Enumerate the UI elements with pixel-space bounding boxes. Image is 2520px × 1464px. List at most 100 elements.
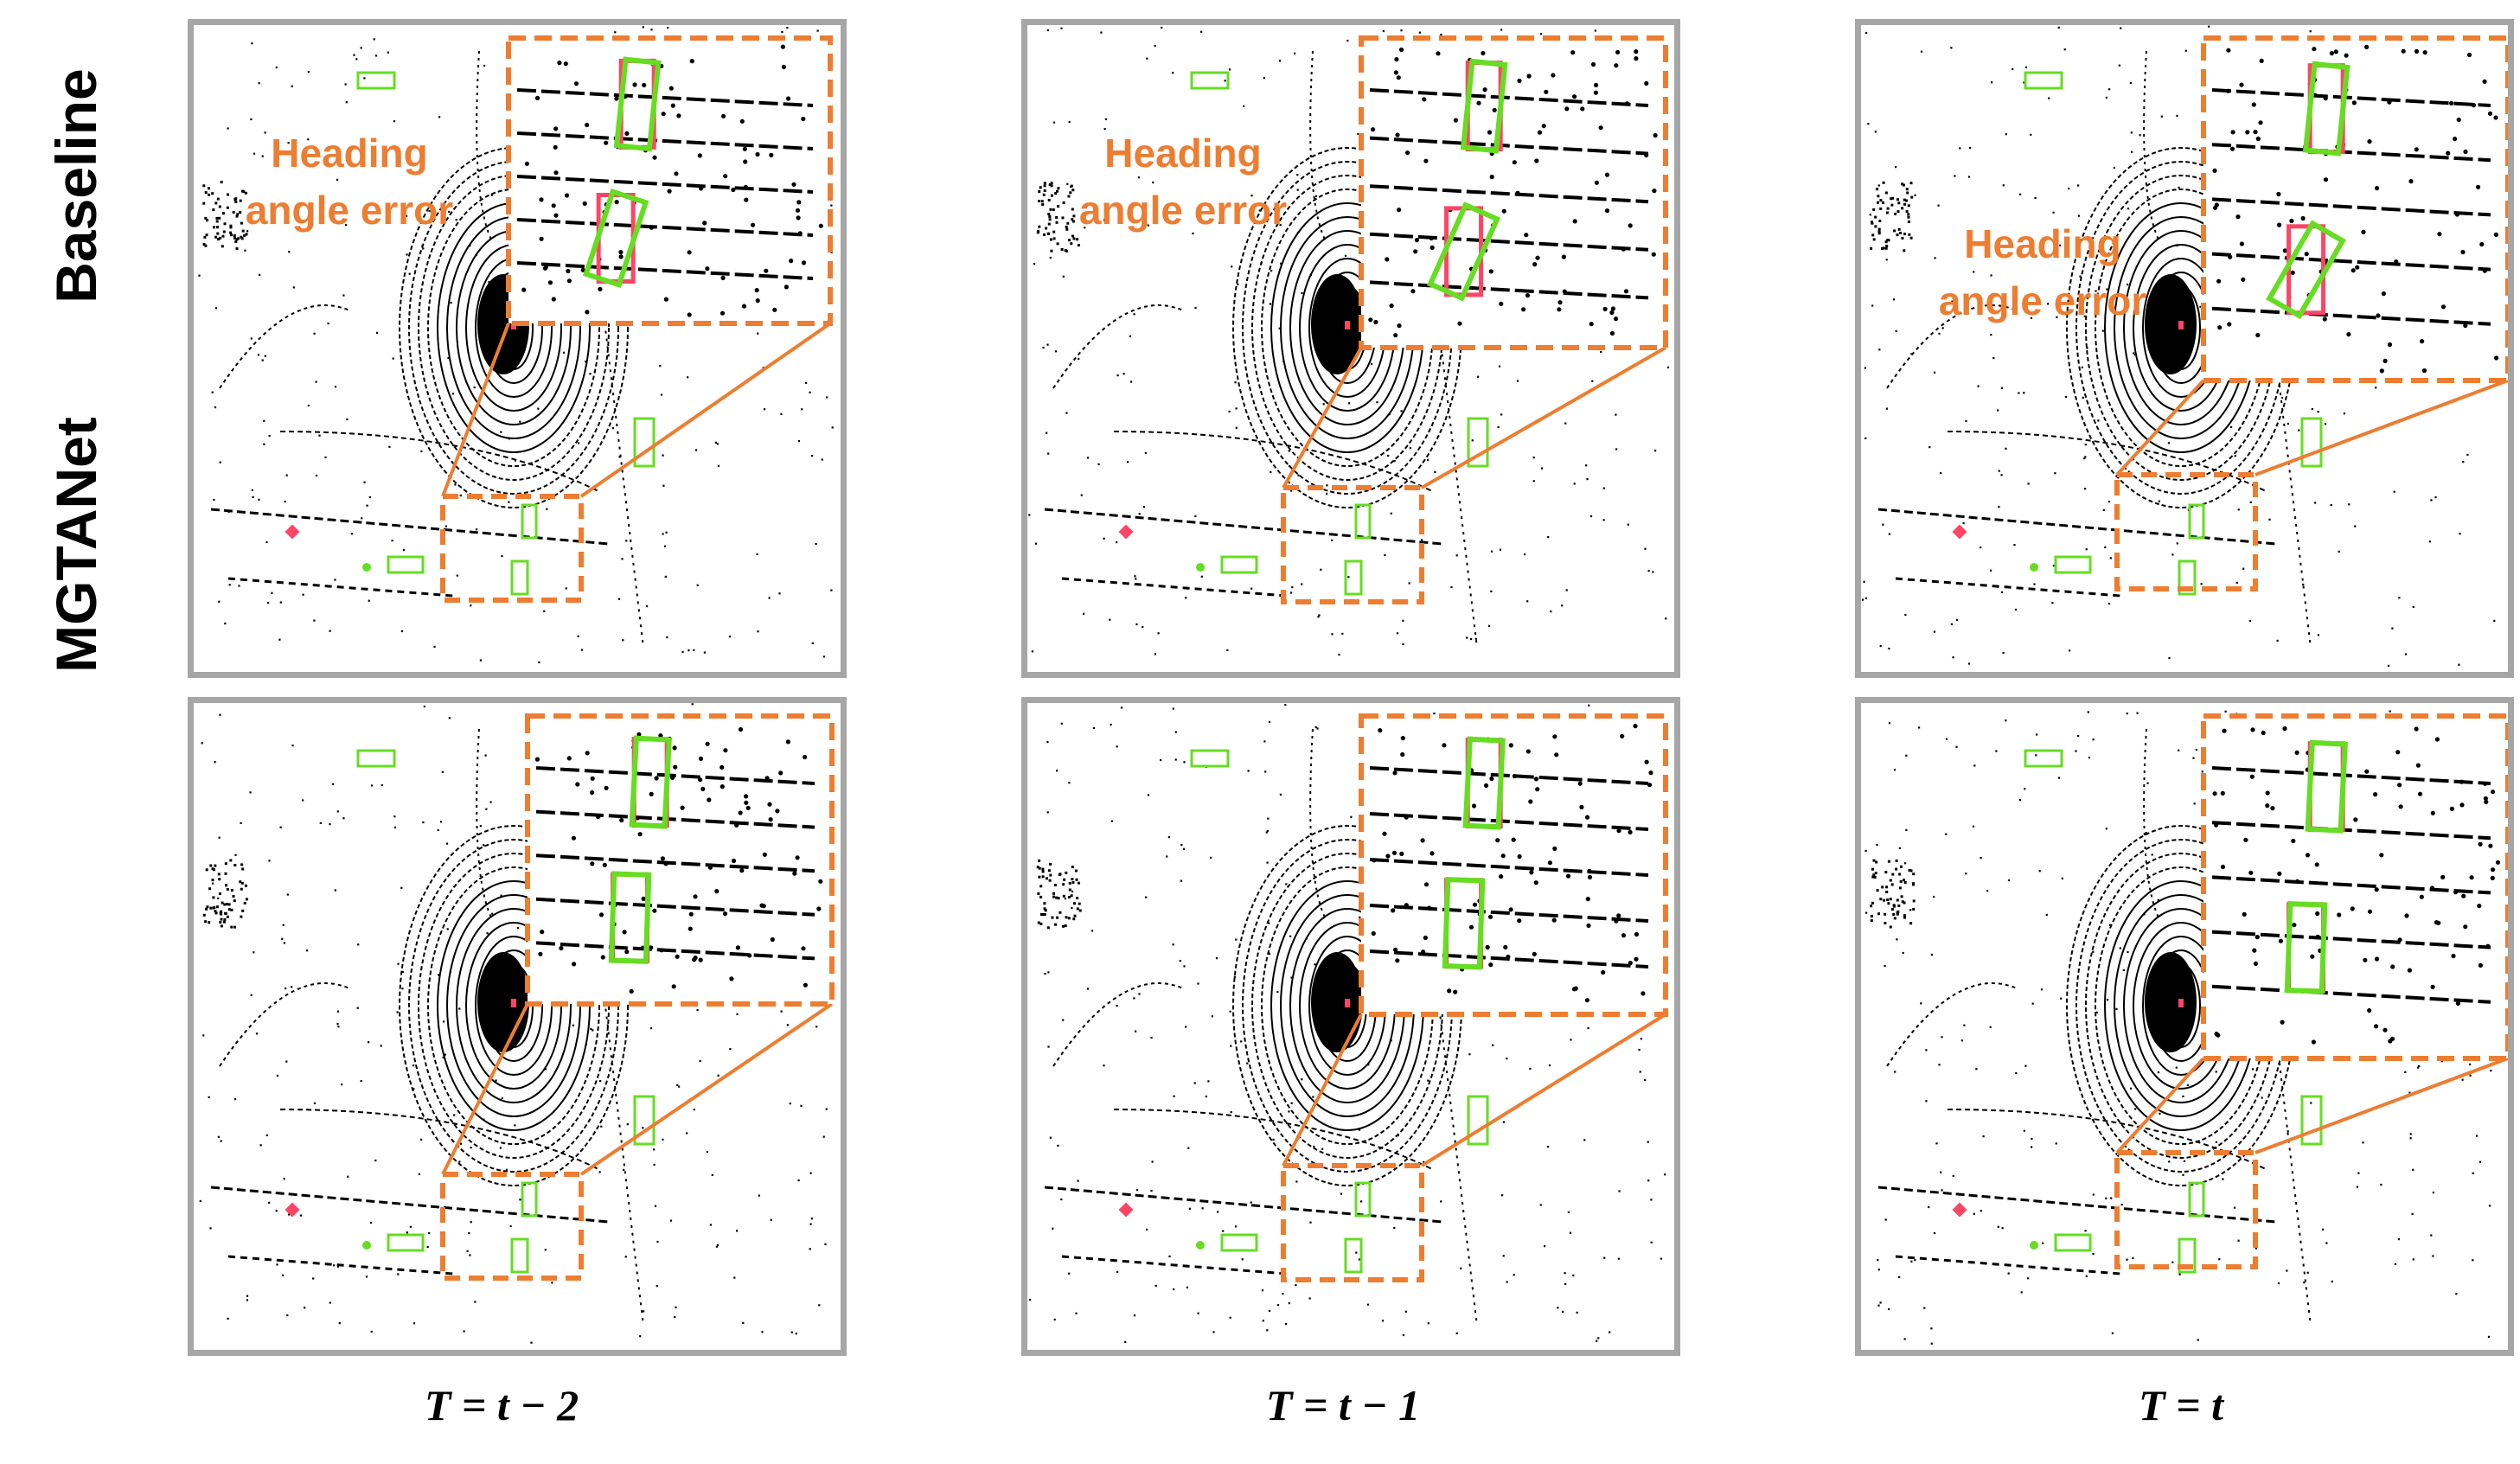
lidar-point — [212, 906, 215, 910]
zoomed-lidar-point — [2280, 1020, 2285, 1025]
lidar-point — [1404, 1310, 1407, 1313]
lidar-point — [2222, 1178, 2224, 1180]
zoomed-lidar-point — [784, 284, 790, 290]
road-edge-line — [1052, 982, 1184, 1067]
lidar-point — [1314, 963, 1316, 966]
lidar-point — [768, 597, 771, 599]
lidar-point — [831, 426, 834, 429]
lidar-point — [1318, 614, 1321, 617]
lidar-point — [224, 872, 227, 875]
lidar-point — [2218, 1258, 2221, 1261]
lidar-point — [2286, 1269, 2288, 1272]
lidar-point — [2063, 48, 2066, 51]
lidar-point — [1905, 188, 1909, 191]
lidar-point — [1897, 905, 1901, 907]
lidar-point — [232, 895, 235, 898]
lidar-point — [276, 1263, 278, 1266]
zoomed-lidar-point — [1533, 777, 1538, 782]
lidar-point — [1912, 899, 1916, 903]
lidar-point — [401, 988, 404, 990]
lidar-point — [302, 593, 304, 596]
zoomed-lidar-point — [803, 982, 809, 988]
zoomed-road-line — [1369, 904, 1649, 923]
lidar-point — [1892, 298, 1896, 301]
zoomed-lidar-point — [637, 832, 643, 837]
lidar-point — [426, 1245, 429, 1249]
lidar-point — [288, 1213, 291, 1216]
lidar-point — [1928, 446, 1931, 449]
zoomed-lidar-point — [2454, 212, 2459, 217]
panel-mgtanet-t-minus-1 — [1021, 697, 1680, 1356]
lidar-point — [1998, 470, 2000, 472]
lidar-point — [1547, 536, 1550, 539]
zoomed-lidar-point — [764, 268, 769, 273]
lidar-point — [2171, 1261, 2174, 1263]
road-edge-line — [1877, 508, 2277, 546]
prediction-box — [1220, 1233, 1258, 1252]
lidar-point — [2487, 1335, 2491, 1338]
lidar-point — [1280, 262, 1282, 265]
lidar-point — [1950, 47, 1953, 49]
lidar-point — [1138, 513, 1141, 515]
lidar-point — [717, 464, 720, 467]
lidar-point — [621, 558, 624, 560]
zoomed-lidar-point — [2493, 232, 2498, 237]
lidar-point — [216, 226, 219, 229]
lidar-point — [241, 867, 245, 871]
zoomed-lidar-point — [731, 187, 736, 193]
zoomed-lidar-point — [2277, 871, 2282, 876]
zoomed-lidar-point — [801, 260, 807, 265]
lidar-point — [1627, 523, 1629, 526]
lidar-point — [2086, 347, 2088, 349]
lidar-point — [611, 427, 614, 430]
lidar-point — [2405, 653, 2408, 655]
lidar-point — [476, 528, 478, 531]
lidar-point — [1043, 189, 1046, 192]
zoomed-lidar-point — [2479, 241, 2485, 247]
zoomed-lidar-point — [742, 146, 747, 151]
lidar-point — [1950, 623, 1953, 625]
zoomed-lidar-point — [553, 213, 559, 218]
lidar-point — [786, 1024, 789, 1026]
zoom-window-frame — [506, 35, 833, 326]
lidar-point — [198, 274, 201, 277]
lidar-point — [665, 531, 668, 534]
lidar-point — [239, 880, 242, 884]
lidar-point — [1871, 901, 1874, 905]
lidar-point — [1314, 195, 1318, 197]
lidar-point — [2276, 639, 2279, 642]
lidar-point — [1583, 1139, 1586, 1141]
lidar-point — [1053, 1318, 1056, 1321]
lidar-point — [2348, 503, 2351, 506]
zoomed-lidar-point — [687, 250, 692, 255]
lidar-point — [663, 545, 667, 547]
zoom-window-background — [2203, 38, 2508, 380]
lidar-point — [1871, 875, 1875, 879]
lidar-point — [1050, 182, 1053, 185]
lidar-point — [1884, 922, 1887, 924]
lidar-point — [1047, 452, 1050, 455]
lidar-point — [422, 247, 425, 250]
lidar-point — [1954, 175, 1956, 177]
zoomed-lidar-point — [1488, 962, 1493, 968]
lidar-point — [1062, 894, 1065, 898]
lidar-point — [2084, 456, 2087, 458]
lidar-point — [391, 540, 393, 542]
lidar-point — [703, 651, 706, 654]
lidar-point — [246, 230, 249, 233]
lidar-point — [1154, 1284, 1157, 1287]
lidar-point — [1564, 1272, 1566, 1275]
road-edge-line — [219, 304, 350, 389]
lidar-point — [2068, 188, 2070, 190]
lidar-point — [1972, 825, 1975, 828]
zoomed-lidar-point — [1609, 330, 1615, 336]
zoom-window-frame — [525, 713, 835, 1007]
zoomed-lidar-point — [2270, 806, 2275, 811]
lidar-point — [1615, 448, 1618, 451]
lidar-point — [1883, 898, 1886, 902]
lidar-point — [2182, 1095, 2184, 1097]
zoomed-lidar-point — [1524, 233, 1529, 238]
lidar-point — [202, 913, 206, 917]
lidar-point — [331, 783, 335, 785]
lidar-point — [1065, 225, 1068, 228]
